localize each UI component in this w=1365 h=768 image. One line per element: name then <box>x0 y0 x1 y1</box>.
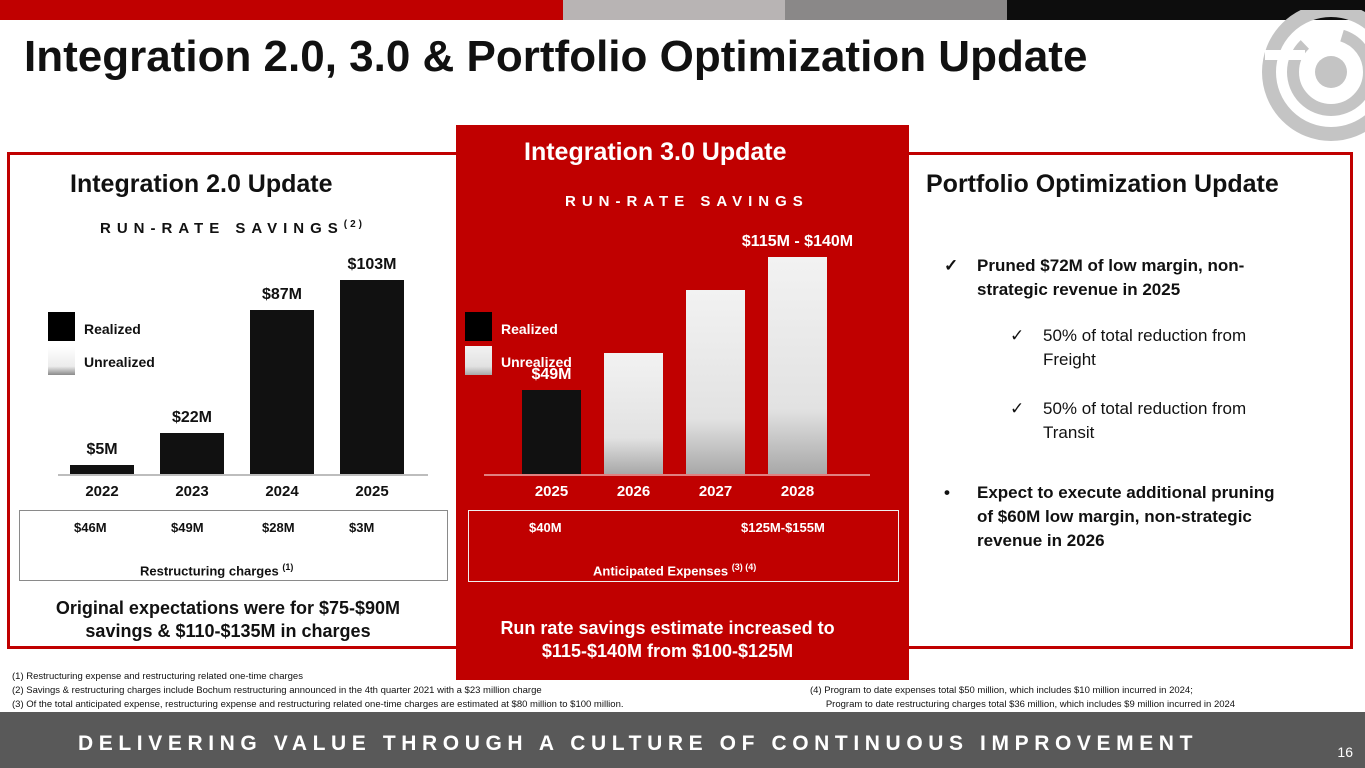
footnote-2: (2) Savings & restructuring charges incl… <box>12 685 542 696</box>
charge-2022: $46M <box>74 520 107 535</box>
integration3-bottom-text: Run rate savings estimate increased to $… <box>456 617 879 663</box>
integration3-bottom-line2: $115-$140M from $100-$125M <box>541 641 794 661</box>
chart1-bar-2023 <box>160 432 224 474</box>
charge-2024: $28M <box>262 520 295 535</box>
chart1-tick-label-2023: 2023 <box>175 483 209 500</box>
chart1-bar-2025 <box>340 280 404 474</box>
legend3-unrealized-swatch <box>465 346 492 375</box>
chart2-tick-label-2026: 2026 <box>616 483 651 500</box>
bottom-bar <box>0 712 1365 768</box>
portfolio-bullet-4-line2: of $60M low margin, non-strategic <box>977 507 1252 526</box>
integration3-subheading: RUN-RATE SAVINGS <box>565 193 809 210</box>
chart2-value-label-2025: $49M <box>531 366 572 384</box>
portfolio-bullet-1-line2: strategic revenue in 2025 <box>977 280 1181 299</box>
portfolio-bullet-3: ✓ 50% of total reduction from Transit <box>1010 397 1330 447</box>
chart2-value-label-2028: $115M - $140M <box>741 232 854 250</box>
portfolio-bullet-1: ✓ Pruned $72M of low margin, non- strate… <box>944 254 1334 304</box>
page-number: 16 <box>1337 744 1353 760</box>
chart1-value-label-2023: $22M <box>171 408 213 426</box>
integration2-bottom-text: Original expectations were for $75-$90M … <box>0 597 456 643</box>
integration2-subheading: RUN-RATE SAVINGS(2) <box>100 219 365 237</box>
chart1-bar-2022 <box>70 464 134 474</box>
portfolio-bullet-2: ✓ 50% of total reduction from Freight <box>1010 324 1330 374</box>
chart2-axis <box>484 474 870 476</box>
legend3-realized-label: Realized <box>501 321 558 337</box>
footnote-3: (3) Of the total anticipated expense, re… <box>12 699 624 710</box>
tagline: DELIVERING VALUE THROUGH A CULTURE OF CO… <box>78 732 1199 755</box>
anticipated-expenses-box <box>468 510 899 582</box>
anticipated-expenses-label: Anticipated Expenses (3) (4) <box>593 562 756 578</box>
top-bar-black <box>1007 0 1365 20</box>
restructuring-charges-note: (1) <box>282 562 294 572</box>
check-icon: ✓ <box>1010 399 1025 418</box>
restructuring-charges-label: Restructuring charges (1) <box>140 562 293 578</box>
chart1-bar-2024 <box>250 310 314 474</box>
chart1-tick-label-2025: 2025 <box>355 483 389 500</box>
chart1-tick-label-2024: 2024 <box>265 483 299 500</box>
check-icon: ✓ <box>1010 326 1025 345</box>
chart2-tick-label-2027: 2027 <box>698 483 733 500</box>
page-title: Integration 2.0, 3.0 & Portfolio Optimiz… <box>24 32 1088 81</box>
portfolio-bullet-3-line1: 50% of total reduction from <box>1043 399 1247 418</box>
chart1-value-label-2024: $87M <box>261 286 303 304</box>
integration2-heading: Integration 2.0 Update <box>70 170 333 198</box>
expense-total: $125M-$155M <box>741 520 825 535</box>
portfolio-bullet-3-line2: Transit <box>1043 423 1095 442</box>
top-bar-dark-gray <box>785 0 1007 20</box>
portfolio-bullet-2-line1: 50% of total reduction from <box>1043 326 1247 345</box>
chart1-value-label-2022: $5M <box>86 440 118 458</box>
legend-unrealized-swatch <box>48 346 75 375</box>
chart2-bar-2028 <box>768 256 827 474</box>
portfolio-bullet-1-line1: Pruned $72M of low margin, non- <box>977 256 1245 275</box>
top-bar-light-gray <box>563 0 785 20</box>
portfolio-bullet-4-line1: Expect to execute additional pruning <box>977 483 1275 502</box>
legend3-realized-swatch <box>465 312 492 341</box>
anticipated-expenses-note: (3) (4) <box>731 562 757 572</box>
restructuring-charges-box <box>19 510 448 581</box>
portfolio-bullet-3-text: 50% of total reduction from Transit <box>1043 397 1246 445</box>
chart1-tick-label-2022: 2022 <box>85 483 119 500</box>
portfolio-bullet-4-line3: revenue in 2026 <box>977 531 1105 550</box>
integration2-subheading-text: RUN-RATE SAVINGS <box>100 220 344 237</box>
portfolio-bullet-4: • Expect to execute additional pruning o… <box>944 481 1344 557</box>
chart1-axis <box>58 474 428 476</box>
legend-realized-label: Realized <box>84 321 141 337</box>
expense-2025: $40M <box>529 520 562 535</box>
charge-2025: $3M <box>349 520 375 535</box>
legend3-unrealized-label: Unrealized <box>501 354 572 370</box>
footnote-4b: Program to date restructuring charges to… <box>810 699 1236 710</box>
portfolio-bullet-4-text: Expect to execute additional pruning of … <box>977 481 1275 553</box>
legend-unrealized-label: Unrealized <box>84 354 155 370</box>
company-logo-icon <box>1235 10 1365 160</box>
portfolio-bullet-2-text: 50% of total reduction from Freight <box>1043 324 1246 372</box>
chart2-tick-label-2025: 2025 <box>534 483 569 500</box>
restructuring-charges-text: Restructuring charges <box>140 563 279 579</box>
integration2-bottom-line1: Original expectations were for $75-$90M <box>55 598 401 618</box>
check-icon: ✓ <box>944 256 959 275</box>
portfolio-bullet-1-text: Pruned $72M of low margin, non- strategi… <box>977 254 1244 302</box>
portfolio-bullet-2-line2: Freight <box>1043 350 1096 369</box>
anticipated-expenses-text: Anticipated Expenses <box>593 563 729 579</box>
charge-2023: $49M <box>171 520 204 535</box>
integration3-bottom-line1: Run rate savings estimate increased to <box>500 618 835 638</box>
footnote-4a: (4) Program to date expenses total $50 m… <box>810 685 1193 696</box>
footnote-1: (1) Restructuring expense and restructur… <box>12 671 303 682</box>
chart2-bar-2025 <box>522 390 581 474</box>
chart2-bar-2027 <box>686 289 745 474</box>
top-bar-red <box>0 0 563 20</box>
legend-realized-swatch <box>48 312 75 341</box>
chart2-tick-label-2028: 2028 <box>780 483 815 500</box>
portfolio-heading: Portfolio Optimization Update <box>926 170 1279 198</box>
chart1-value-label-2025: $103M <box>347 256 397 274</box>
bullet-icon: • <box>944 483 950 502</box>
integration3-heading: Integration 3.0 Update <box>524 138 787 166</box>
integration2-bottom-line2: savings & $110-$135M in charges <box>85 621 371 641</box>
integration2-subheading-note: (2) <box>343 219 366 230</box>
chart2-bar-2026 <box>604 352 663 474</box>
